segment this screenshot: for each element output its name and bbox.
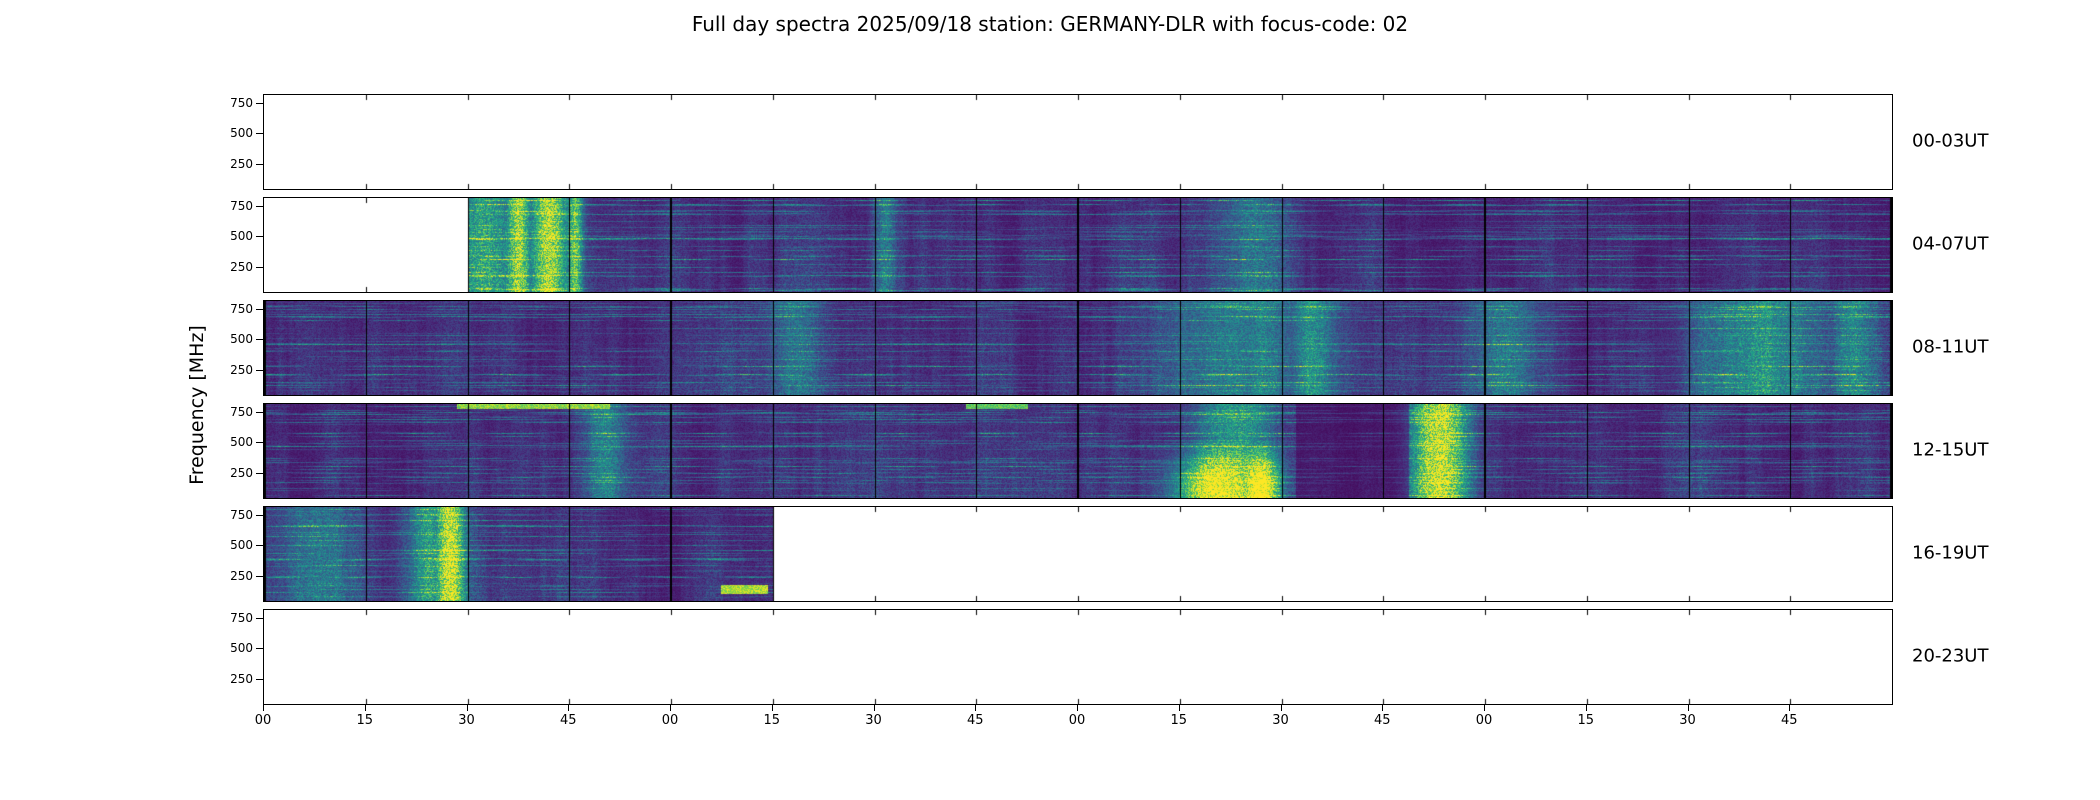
y-tick-mark bbox=[256, 575, 263, 577]
x-tick-mark bbox=[1687, 705, 1689, 711]
spectrogram-panel-08-11UT bbox=[263, 300, 1893, 396]
y-tick-label: 250 bbox=[230, 465, 253, 480]
spectrogram-panel-12-15UT bbox=[263, 403, 1893, 499]
figure-title: Full day spectra 2025/09/18 station: GER… bbox=[691, 12, 1409, 36]
spectrogram-canvas bbox=[264, 507, 1892, 601]
spectrogram-canvas bbox=[264, 95, 1892, 189]
x-tick-label: 45 bbox=[559, 713, 577, 728]
y-tick-mark bbox=[256, 472, 263, 474]
x-tick-label: 00 bbox=[1068, 713, 1086, 728]
y-tick-label: 500 bbox=[230, 229, 253, 244]
row-label-04-07UT: 04-07UT bbox=[1912, 233, 1989, 255]
x-tick-label: 30 bbox=[458, 713, 475, 728]
row-label-00-03UT: 00-03UT bbox=[1912, 130, 1989, 152]
x-tick-mark bbox=[1789, 705, 1791, 711]
y-tick-mark bbox=[256, 442, 263, 444]
x-tick-label: 45 bbox=[1780, 713, 1798, 728]
y-tick-label: 500 bbox=[230, 538, 253, 553]
y-tick-label: 750 bbox=[230, 302, 253, 317]
spectrogram-panel-16-19UT bbox=[263, 506, 1893, 602]
x-tick-label: 15 bbox=[1170, 713, 1188, 728]
x-tick-mark bbox=[466, 705, 468, 711]
x-tick-mark bbox=[263, 705, 264, 711]
x-tick-mark bbox=[670, 705, 671, 711]
y-tick-mark bbox=[256, 678, 263, 680]
x-tick-mark bbox=[975, 705, 977, 711]
y-tick-mark bbox=[256, 648, 263, 650]
y-tick-label: 250 bbox=[230, 671, 253, 686]
spectrogram-panel-00-03UT bbox=[263, 94, 1893, 190]
spectrogram-canvas bbox=[264, 301, 1892, 395]
y-tick-label: 500 bbox=[230, 641, 253, 656]
y-tick-mark bbox=[256, 515, 263, 517]
spectrogram-canvas bbox=[264, 610, 1892, 704]
x-tick-mark bbox=[1484, 705, 1485, 711]
y-tick-mark bbox=[256, 369, 263, 371]
y-tick-label: 750 bbox=[230, 611, 253, 626]
y-tick-mark bbox=[256, 133, 263, 135]
y-tick-label: 250 bbox=[230, 568, 253, 583]
y-tick-label: 750 bbox=[230, 508, 253, 523]
y-tick-mark bbox=[256, 618, 263, 620]
spectrogram-canvas bbox=[264, 404, 1892, 498]
x-tick-mark bbox=[568, 705, 570, 711]
row-label-16-19UT: 16-19UT bbox=[1912, 542, 1989, 564]
y-tick-mark bbox=[256, 103, 263, 105]
y-tick-mark bbox=[256, 206, 263, 208]
y-tick-label: 500 bbox=[230, 332, 253, 347]
spectrogram-panel-04-07UT bbox=[263, 197, 1893, 293]
x-tick-mark bbox=[873, 705, 875, 711]
x-tick-label: 30 bbox=[1679, 713, 1696, 728]
x-tick-label: 45 bbox=[966, 713, 984, 728]
x-tick-label: 30 bbox=[865, 713, 882, 728]
x-tick-mark bbox=[1077, 705, 1078, 711]
y-tick-mark bbox=[256, 163, 263, 165]
y-tick-mark bbox=[256, 545, 263, 547]
x-tick-label: 00 bbox=[1475, 713, 1493, 728]
row-label-08-11UT: 08-11UT bbox=[1912, 336, 1989, 358]
x-tick-label: 45 bbox=[1373, 713, 1391, 728]
x-tick-mark bbox=[1178, 705, 1180, 711]
x-tick-label: 00 bbox=[661, 713, 679, 728]
x-tick-mark bbox=[771, 705, 773, 711]
x-tick-mark bbox=[1585, 705, 1587, 711]
y-tick-label: 500 bbox=[230, 435, 253, 450]
spectrogram-canvas bbox=[264, 198, 1892, 292]
y-tick-label: 750 bbox=[230, 405, 253, 420]
y-tick-mark bbox=[256, 266, 263, 268]
x-tick-mark bbox=[1280, 705, 1282, 711]
x-tick-label: 15 bbox=[356, 713, 374, 728]
x-tick-mark bbox=[364, 705, 366, 711]
y-tick-label: 750 bbox=[230, 199, 253, 214]
x-tick-label: 30 bbox=[1272, 713, 1289, 728]
y-tick-label: 250 bbox=[230, 259, 253, 274]
y-tick-label: 250 bbox=[230, 156, 253, 171]
spectrogram-panel-20-23UT bbox=[263, 609, 1893, 705]
x-tick-label: 15 bbox=[1577, 713, 1595, 728]
y-tick-mark bbox=[256, 339, 263, 341]
y-tick-mark bbox=[256, 236, 263, 238]
row-label-12-15UT: 12-15UT bbox=[1912, 439, 1989, 461]
row-label-20-23UT: 20-23UT bbox=[1912, 645, 1989, 667]
y-tick-label: 250 bbox=[230, 362, 253, 377]
x-tick-label: 15 bbox=[763, 713, 781, 728]
y-tick-mark bbox=[256, 412, 263, 414]
y-tick-label: 750 bbox=[230, 96, 253, 111]
y-tick-mark bbox=[256, 309, 263, 311]
x-tick-label: 00 bbox=[254, 713, 272, 728]
y-tick-label: 500 bbox=[230, 126, 253, 141]
x-tick-mark bbox=[1382, 705, 1384, 711]
